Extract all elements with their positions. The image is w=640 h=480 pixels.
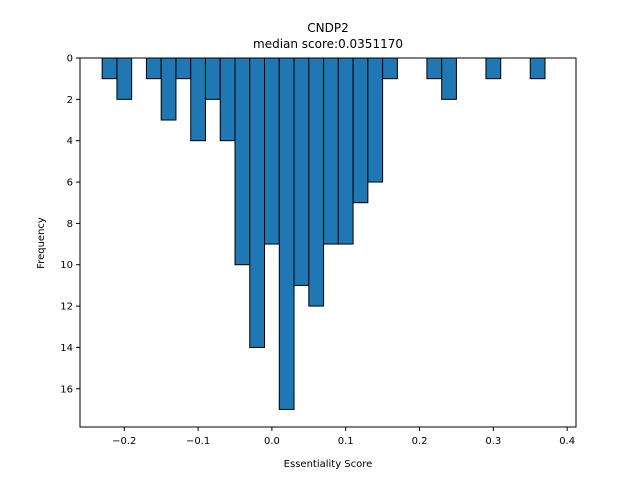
histogram-bar: [529, 57, 546, 80]
histogram-bar: [441, 57, 457, 100]
x-tick-label: −0.2: [112, 436, 136, 447]
y-tick-label: 4: [67, 136, 73, 147]
chart-title: CNDP2: [307, 21, 348, 35]
histogram-bar: [352, 57, 369, 204]
histogram-bar: [101, 57, 118, 80]
x-axis-label: Essentiality Score: [284, 459, 373, 470]
y-tick-label: 8: [67, 219, 73, 230]
y-tick-label: 14: [60, 343, 73, 354]
y-tick-label: 12: [60, 302, 73, 313]
x-axis-ticks: −0.2 −0.1 0.0 0.1 0.2 0.3 0.4: [112, 427, 575, 447]
histogram-bar: [426, 57, 443, 80]
histogram-bar: [278, 57, 295, 410]
histogram-bar: [337, 57, 354, 245]
plot-frame: [79, 57, 577, 428]
histogram-bar: [249, 57, 266, 348]
x-tick-label: 0.1: [338, 436, 354, 447]
histogram-bar: [204, 57, 221, 100]
histogram-bar: [367, 57, 384, 183]
histogram-bar: [485, 57, 502, 80]
y-axis-label: Frequency: [36, 217, 47, 269]
x-tick-label: −0.1: [186, 436, 210, 447]
histogram-bar: [160, 57, 177, 121]
y-tick-label: 6: [67, 178, 73, 189]
histogram-bar: [190, 57, 206, 142]
x-tick-label: 0.0: [264, 436, 280, 447]
x-tick-label: 0.2: [412, 436, 428, 447]
histogram-bar: [308, 57, 325, 307]
y-tick-label: 10: [60, 260, 73, 271]
histogram-bar: [323, 57, 339, 245]
histogram-bar: [234, 57, 251, 266]
y-tick-label: 0: [67, 54, 73, 65]
histogram-bar: [116, 57, 133, 100]
y-tick-label: 16: [60, 384, 73, 395]
y-axis-ticks: 0 2 4 6 8 10 12 14 16: [60, 54, 80, 395]
histogram-bar: [293, 57, 310, 286]
x-tick-label: 0.3: [485, 436, 501, 447]
bars-group: [101, 57, 546, 410]
histogram-bar: [175, 57, 192, 80]
chart-subtitle: median score:0.0351170: [253, 37, 403, 51]
histogram-bar: [219, 57, 236, 142]
x-tick-label: 0.4: [559, 436, 575, 447]
y-tick-label: 2: [67, 95, 73, 106]
histogram-bar: [382, 57, 398, 80]
histogram-bar: [264, 57, 280, 245]
histogram-bar: [145, 57, 162, 80]
